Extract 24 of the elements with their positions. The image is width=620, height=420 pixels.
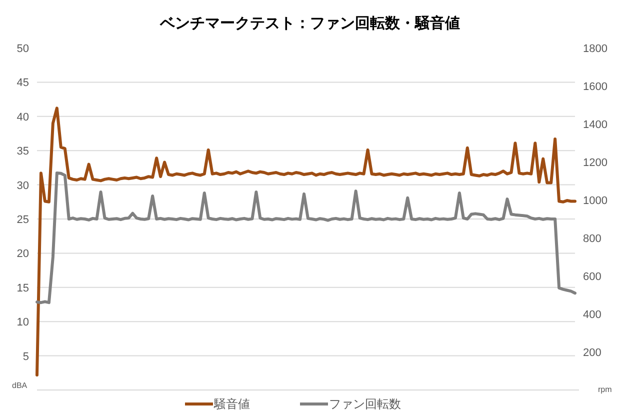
legend-label: ファン回転数	[329, 397, 401, 411]
legend-label: 騒音値	[213, 397, 250, 411]
y-tick-label: 45	[16, 77, 29, 90]
y2-tick-label: 1200	[583, 157, 608, 169]
y-axis-title: dBA	[12, 381, 28, 390]
chart-title: ベンチマークテスト：ファン回転数・騒音値	[159, 14, 460, 32]
y2-tick-label: 1800	[583, 43, 608, 55]
y-tick-label: 20	[16, 248, 29, 260]
y-tick-label: 10	[16, 316, 29, 329]
y-tick-label: 50	[16, 43, 29, 55]
y2-axis-title: rpm	[598, 385, 612, 394]
y2-tick-label: 400	[583, 309, 602, 321]
y-tick-label: 15	[16, 282, 29, 294]
y-tick-label: 35	[16, 146, 29, 158]
y-tick-label: 25	[16, 214, 29, 226]
y2-tick-label: 1000	[583, 195, 608, 207]
y-tick-label: 40	[16, 111, 29, 124]
y2-tick-label: 600	[583, 271, 602, 283]
y2-tick-label: 800	[583, 233, 602, 245]
y2-tick-label: 1600	[583, 81, 608, 93]
y-tick-label: 30	[16, 180, 29, 192]
y2-tick-label: 1400	[583, 119, 608, 131]
y-tick-label: 5	[22, 350, 29, 363]
y2-tick-label: 200	[583, 347, 602, 359]
